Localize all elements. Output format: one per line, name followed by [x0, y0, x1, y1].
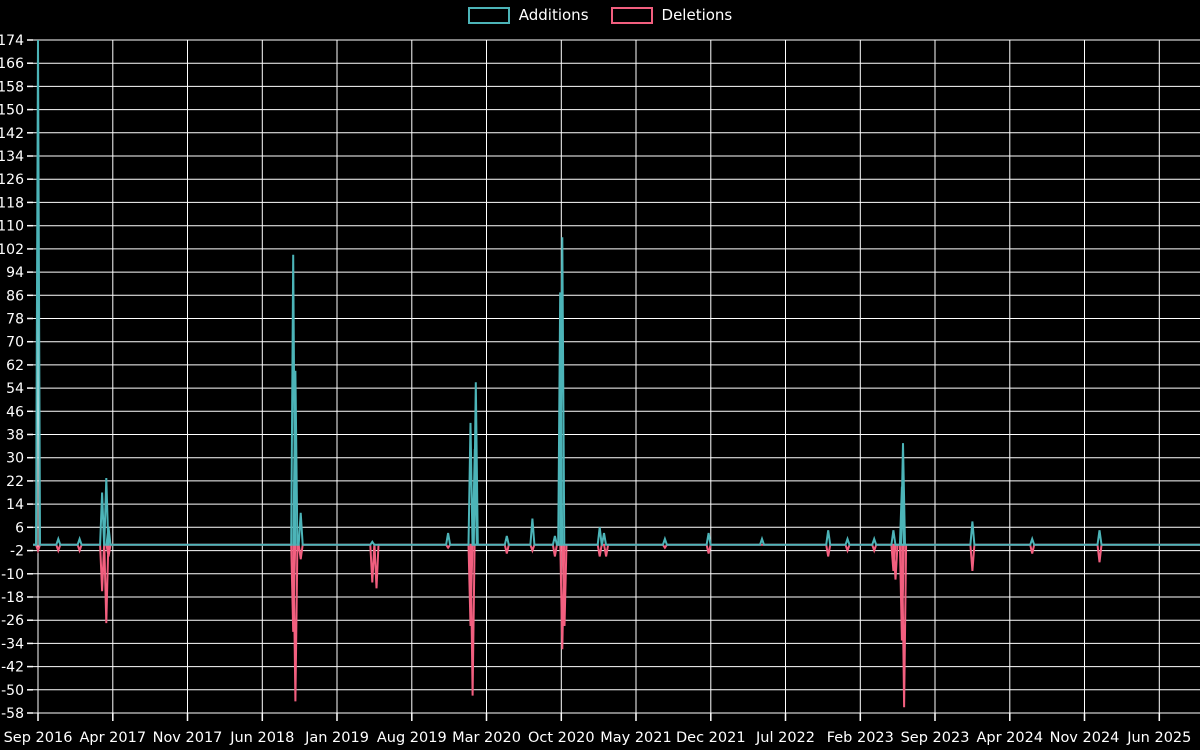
y-tick-label: 86: [6, 288, 24, 304]
x-tick-label: Oct 2020: [528, 730, 595, 746]
y-tick-label: 78: [6, 312, 24, 328]
y-tick-label: 174: [0, 33, 24, 49]
y-tick-label: -18: [1, 590, 24, 606]
y-tick-label: 126: [0, 172, 24, 188]
y-tick-label: 54: [6, 381, 24, 397]
y-tick-label: 6: [15, 520, 24, 536]
x-tick-label: Aug 2019: [377, 730, 447, 746]
y-tick-label: -2: [10, 544, 24, 560]
y-tick-label: 38: [6, 428, 24, 444]
x-tick-label: Nov 2024: [1050, 730, 1120, 746]
x-tick-label: Apr 2024: [976, 730, 1043, 746]
y-tick-label: 158: [0, 79, 24, 95]
y-tick-label: 70: [6, 335, 24, 351]
x-tick-label: Jun 2018: [229, 730, 294, 746]
x-tick-label: Sep 2023: [901, 730, 970, 746]
y-tick-label: 14: [6, 497, 24, 513]
additions-line: [33, 39, 1200, 546]
y-tick-label: -26: [1, 613, 24, 629]
additions-swatch-icon: [467, 7, 510, 24]
x-tick-label: Jan 2019: [304, 730, 369, 746]
y-tick-label: 142: [0, 126, 24, 142]
x-tick-label: Apr 2017: [79, 730, 146, 746]
x-tick-label: Nov 2017: [153, 730, 223, 746]
chart-legend: Additions Deletions: [0, 7, 1200, 24]
legend-label-additions: Additions: [518, 6, 589, 24]
deletions-swatch-icon: [610, 7, 653, 24]
y-tick-label: 62: [6, 358, 24, 374]
legend-item-additions[interactable]: Additions: [467, 6, 589, 24]
y-tick-label: 134: [0, 149, 24, 165]
x-tick-label: Mar 2020: [452, 730, 521, 746]
y-tick-label: 102: [0, 242, 24, 258]
x-tick-label: May 2021: [600, 730, 672, 746]
y-tick-label: 150: [0, 103, 24, 119]
x-tick-label: Feb 2023: [827, 730, 894, 746]
y-tick-label: -58: [1, 706, 24, 722]
y-tick-label: 110: [0, 219, 24, 235]
y-tick-label: 166: [0, 56, 24, 72]
y-tick-label: -34: [1, 636, 24, 652]
y-tick-label: -42: [1, 660, 24, 676]
y-tick-label: 22: [6, 474, 24, 490]
x-tick-label: Jun 2025: [1126, 730, 1191, 746]
y-tick-label: 118: [0, 195, 24, 211]
x-tick-label: Dec 2021: [676, 730, 746, 746]
y-tick-label: 46: [6, 404, 24, 420]
x-tick-label: Jul 2022: [755, 730, 815, 746]
y-tick-label: -10: [1, 567, 24, 583]
y-tick-label: 94: [6, 265, 24, 281]
legend-label-deletions: Deletions: [661, 6, 733, 24]
y-tick-label: -50: [1, 683, 24, 699]
y-tick-label: 30: [6, 451, 24, 467]
x-tick-label: Sep 2016: [4, 730, 73, 746]
deletions-line: [33, 543, 1200, 708]
legend-item-deletions[interactable]: Deletions: [610, 6, 733, 24]
